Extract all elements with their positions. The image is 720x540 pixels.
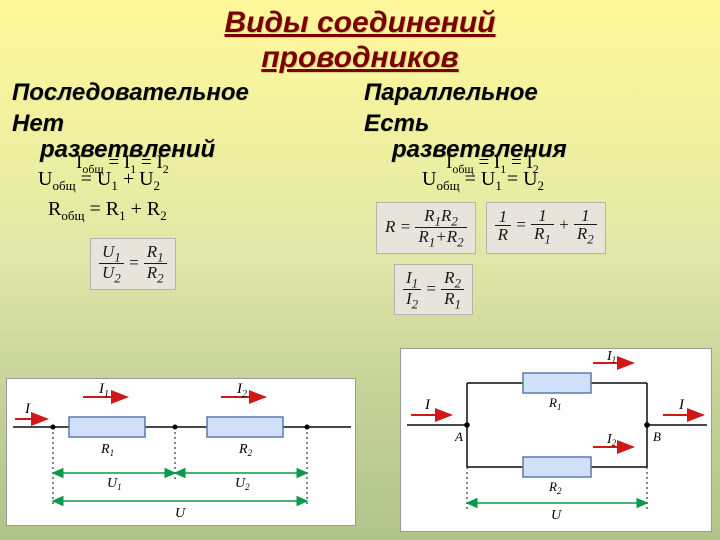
right-heading: Параллельное <box>364 79 708 107</box>
lbl-R1: R1 <box>100 442 114 458</box>
p-lbl-R2: R2 <box>548 479 562 496</box>
left-column: Последовательное Нет разветвлений Uобщ =… <box>8 79 360 319</box>
p-lbl-I2: I2 <box>606 432 617 448</box>
p-lbl-I-l: I <box>424 397 431 413</box>
lbl-U2: U2 <box>235 476 250 492</box>
p-lbl-I1: I1 <box>606 349 616 365</box>
lbl-R2: R2 <box>238 442 253 458</box>
left-ratio-eq: U1U2 = R1R2 <box>90 238 176 290</box>
parallel-circuit: I I I1 I2 R1 R2 A B U <box>400 348 712 532</box>
series-circuit-svg: I I1 I2 R1 R2 U1 U2 U <box>7 379 357 527</box>
lbl-U: U <box>175 506 186 521</box>
p-lbl-B: B <box>653 429 661 444</box>
p-lbl-I-r: I <box>678 397 685 413</box>
p-lbl-R1: R1 <box>548 395 561 412</box>
p-lbl-U: U <box>551 508 562 523</box>
left-heading: Последовательное <box>12 79 356 107</box>
p-lbl-A: A <box>454 429 463 444</box>
main-title: Виды соединений проводников <box>0 0 720 75</box>
lbl-U1: U1 <box>107 476 122 492</box>
right-ratio-eq: I1I2 = R2R1 <box>394 264 473 316</box>
left-formula-r: Rобщ = R1 + R2 <box>48 198 356 224</box>
lbl-I: I <box>24 401 31 417</box>
parallel-circuit-svg: I I I1 I2 R1 R2 A B U <box>401 349 713 533</box>
left-desc: Нет разветвлений <box>12 111 356 164</box>
right-column: Параллельное Есть разветвления Uобщ = U1… <box>360 79 712 319</box>
series-circuit: I I1 I2 R1 R2 U1 U2 U <box>6 378 356 526</box>
right-desc: Есть разветвления <box>364 111 708 164</box>
right-r-equations: R = R1R2R1+R2 1R = 1R1 + 1R2 <box>376 198 708 258</box>
columns: Последовательное Нет разветвлений Uобщ =… <box>0 79 720 319</box>
